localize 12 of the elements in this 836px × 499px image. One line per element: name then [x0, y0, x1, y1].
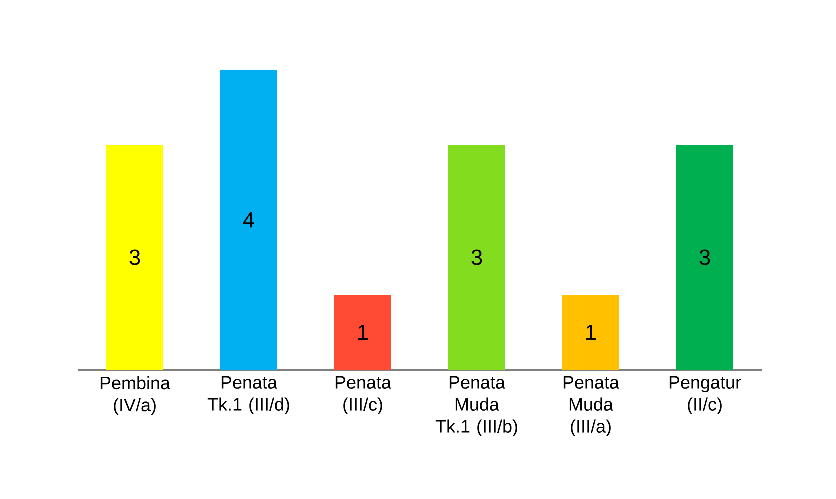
data-label: 3: [472, 250, 482, 266]
data-label: 4: [243, 212, 254, 228]
x-tick-label: Pembina (IV/a): [100, 376, 171, 416]
x-tick-label: Pengatur (II/c): [670, 376, 742, 415]
x-tick-label: Penata Tk.1 (III/d): [208, 376, 290, 415]
x-tick-label: Penata (III/c): [336, 376, 392, 415]
data-label: 3: [700, 250, 710, 266]
data-label: 1: [358, 324, 368, 340]
data-label: 3: [130, 250, 140, 266]
x-tick-label: Penata Muda (III/a): [564, 376, 620, 437]
data-label: 1: [586, 324, 596, 340]
x-tick-label: Penata Muda Tk.1 (III/b): [436, 376, 518, 437]
